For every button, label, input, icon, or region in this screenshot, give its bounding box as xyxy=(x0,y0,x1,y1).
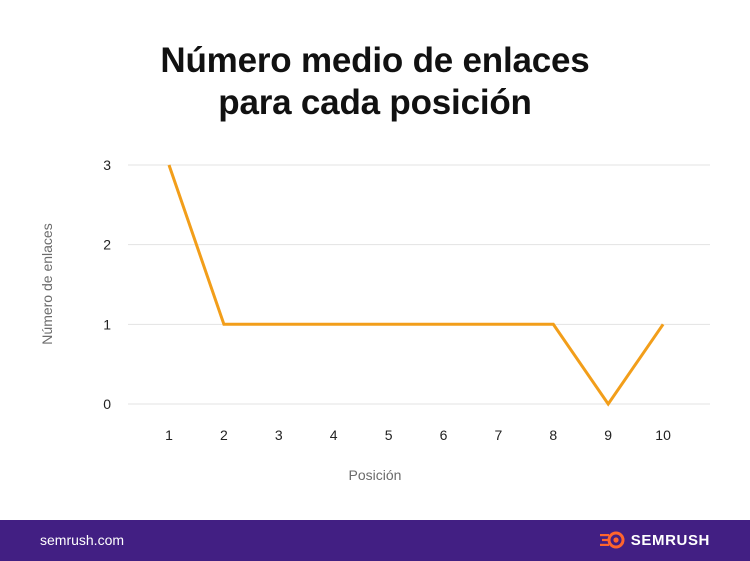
x-tick-label: 10 xyxy=(655,427,671,443)
chart-title-line-2: para cada posición xyxy=(218,83,532,122)
y-tick-label: 1 xyxy=(103,316,111,332)
x-tick-label: 9 xyxy=(604,427,612,443)
footer-site-link[interactable]: semrush.com xyxy=(40,532,125,548)
x-axis-ticks: 1 2 3 4 5 6 7 8 9 10 xyxy=(165,427,671,443)
series-line xyxy=(167,164,665,407)
footer-bar: semrush.com SEMRUSH xyxy=(0,520,750,561)
brand-logo: SEMRUSH xyxy=(599,531,710,549)
brand-name: SEMRUSH xyxy=(630,531,710,549)
x-tick-label: 4 xyxy=(330,427,338,443)
y-tick-label: 3 xyxy=(103,157,111,173)
x-tick-label: 2 xyxy=(220,427,228,443)
x-tick-label: 1 xyxy=(165,427,173,443)
x-tick-label: 6 xyxy=(440,427,448,443)
semrush-fireball-icon xyxy=(599,531,625,549)
y-axis-ticks: 0 1 2 3 xyxy=(103,157,111,412)
chart-title: Número medio de enlaces para cada posici… xyxy=(0,40,750,124)
x-axis-label: Posición xyxy=(349,467,402,483)
y-axis-label: Número de enlaces xyxy=(39,223,55,344)
x-tick-label: 8 xyxy=(549,427,557,443)
x-tick-label: 3 xyxy=(275,427,283,443)
chart-title-line-1: Número medio de enlaces xyxy=(160,41,590,80)
y-tick-label: 0 xyxy=(103,396,111,412)
line-chart: 0 1 2 3 1 2 3 4 5 6 7 8 9 10 Número de enlaces Posic… xyxy=(39,157,710,483)
gridlines xyxy=(128,164,710,405)
y-tick-label: 2 xyxy=(103,237,111,253)
x-tick-label: 5 xyxy=(385,427,393,443)
x-tick-label: 7 xyxy=(495,427,503,443)
